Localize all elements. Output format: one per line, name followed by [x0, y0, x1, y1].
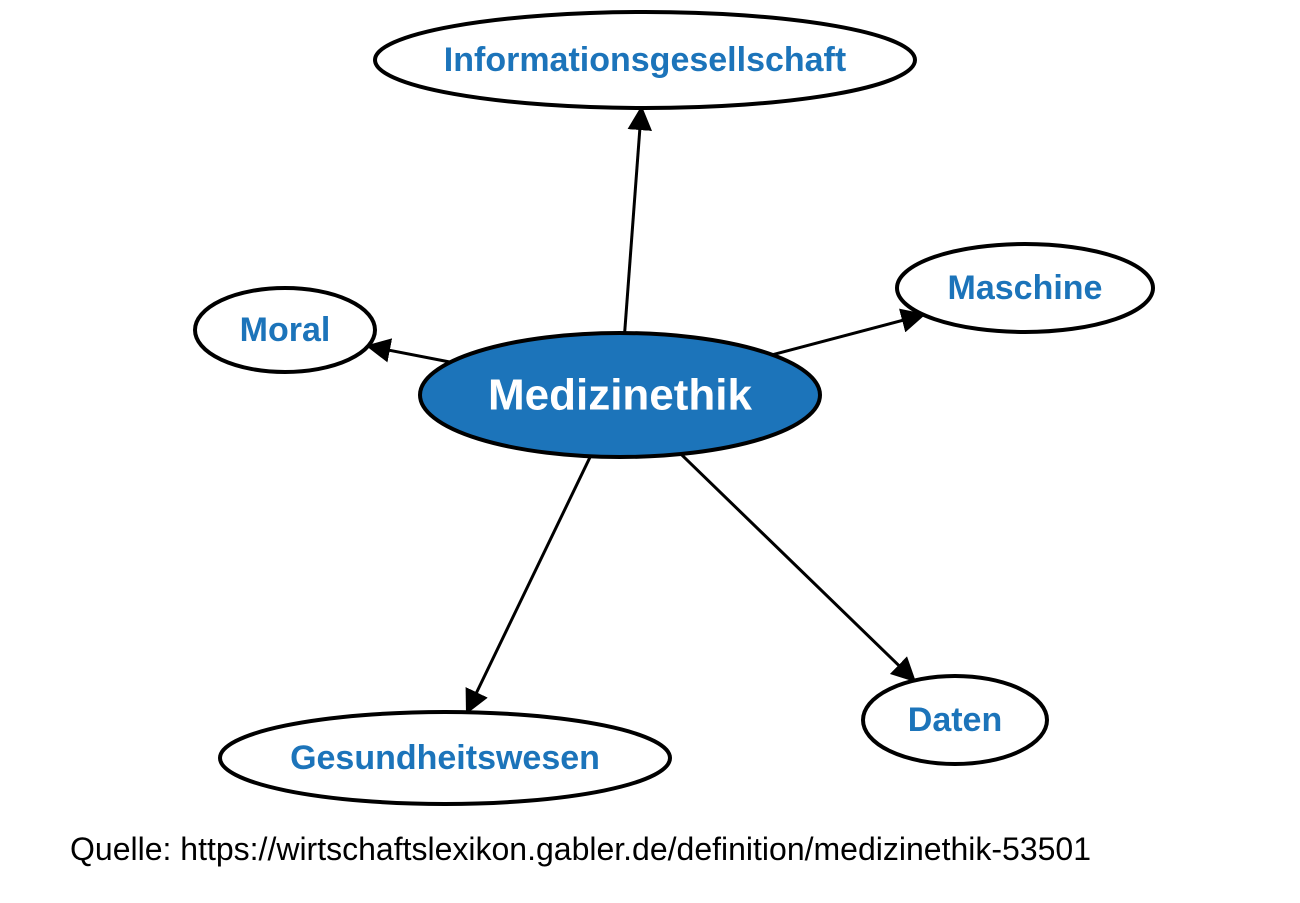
node-label-center: Medizinethik — [488, 371, 753, 420]
node-maschine: Maschine — [897, 244, 1153, 332]
node-moral: Moral — [195, 288, 375, 372]
center-node-center: Medizinethik — [420, 333, 820, 457]
edge-info — [625, 108, 642, 333]
node-daten: Daten — [863, 676, 1047, 764]
edge-maschine — [772, 315, 923, 355]
node-label-moral: Moral — [240, 311, 331, 349]
source-caption: Quelle: https://wirtschaftslexikon.gable… — [70, 831, 1091, 867]
node-label-info: Informationsgesellschaft — [444, 41, 846, 79]
mindmap-diagram: Medizinethik Informationsgesellschaft Mora… — [0, 0, 1300, 903]
edge-moral — [368, 346, 450, 362]
node-label-daten: Daten — [908, 701, 1002, 739]
node-gesundheit: Gesundheitswesen — [220, 712, 670, 804]
edge-gesundheit — [467, 456, 590, 712]
node-label-maschine: Maschine — [948, 269, 1103, 307]
node-label-gesundheit: Gesundheitswesen — [290, 739, 600, 777]
node-info: Informationsgesellschaft — [375, 12, 915, 108]
edge-daten — [681, 454, 914, 680]
